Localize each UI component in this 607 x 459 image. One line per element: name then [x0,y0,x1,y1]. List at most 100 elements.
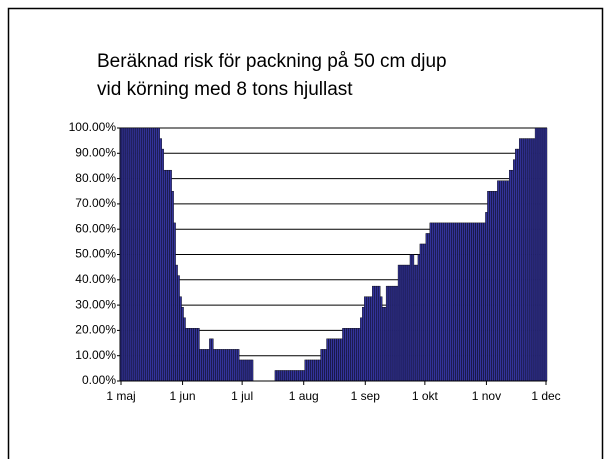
bar [135,127,139,382]
bar [145,127,149,382]
bar [141,127,145,382]
y-tick-label: 60.00% [75,221,116,235]
bar [509,169,512,382]
bar [461,222,464,382]
bar [304,359,307,382]
bar [213,349,216,382]
bar [368,296,371,382]
x-tick-label: 1 aug [289,389,319,403]
bar [376,285,379,382]
bar [364,296,367,382]
bar [326,338,329,382]
bar [175,264,178,382]
bar [495,191,498,382]
y-tick-label: 40.00% [75,272,116,286]
bar [284,370,288,382]
bar [385,285,389,382]
bar [231,349,234,382]
bar [483,222,486,382]
bar [238,359,242,382]
bar [300,370,303,382]
bar [151,127,154,382]
bar [129,127,133,382]
bar [242,359,246,382]
bar [340,338,343,382]
bar [199,349,202,382]
bar [282,370,286,382]
bar [320,349,323,382]
bar [449,222,452,382]
bar [167,169,170,382]
bar [227,349,230,382]
y-tick-label: 100.00% [69,120,117,134]
bar [457,222,460,382]
bar [225,349,228,382]
bar [147,127,150,382]
bar [463,222,466,382]
bar [185,328,188,382]
bar [139,127,143,382]
bar [526,138,530,382]
bar [240,359,244,382]
bar [189,328,192,382]
bar [155,127,158,382]
bar [322,349,325,382]
bar [520,138,524,382]
bar [413,264,417,382]
bar [544,127,548,382]
bar [330,338,333,382]
bar [445,222,448,382]
bar [358,328,361,382]
bar [123,127,127,382]
bar [207,349,210,382]
bar [435,222,438,382]
bar [332,338,335,382]
bar [288,370,292,382]
bar [292,370,295,382]
bar [143,127,147,382]
bar [131,127,135,382]
bar [477,222,480,382]
bar [221,349,224,382]
bar [356,328,359,382]
bar [183,317,186,382]
bar [274,370,278,382]
bar [346,328,349,382]
bar [127,127,131,382]
bar [165,169,168,382]
bar [350,328,353,382]
x-tick-label: 1 sep [351,389,381,403]
bar [308,359,311,382]
bar [505,180,508,382]
bar [318,359,321,382]
bar [383,306,387,382]
x-tick-label: 1 jun [170,389,196,403]
bar [153,127,156,382]
bar [399,264,403,382]
bar [366,296,369,382]
bar [229,349,232,382]
bar [465,222,468,382]
bar [354,328,357,382]
bar [163,169,166,382]
bar [181,306,184,382]
bar [217,349,220,382]
bar [334,338,337,382]
bar [280,370,284,382]
bar [528,138,532,382]
bar [489,191,492,382]
bar [471,222,474,382]
bar [497,180,500,382]
bar [459,222,462,382]
bar [328,338,331,382]
bar [179,296,182,382]
bar [433,222,436,382]
bar [296,370,299,382]
bar [169,169,172,382]
y-tick-label: 70.00% [75,196,116,210]
bar [302,370,305,382]
bar [467,222,470,382]
bar [191,328,194,382]
bar [372,285,375,382]
